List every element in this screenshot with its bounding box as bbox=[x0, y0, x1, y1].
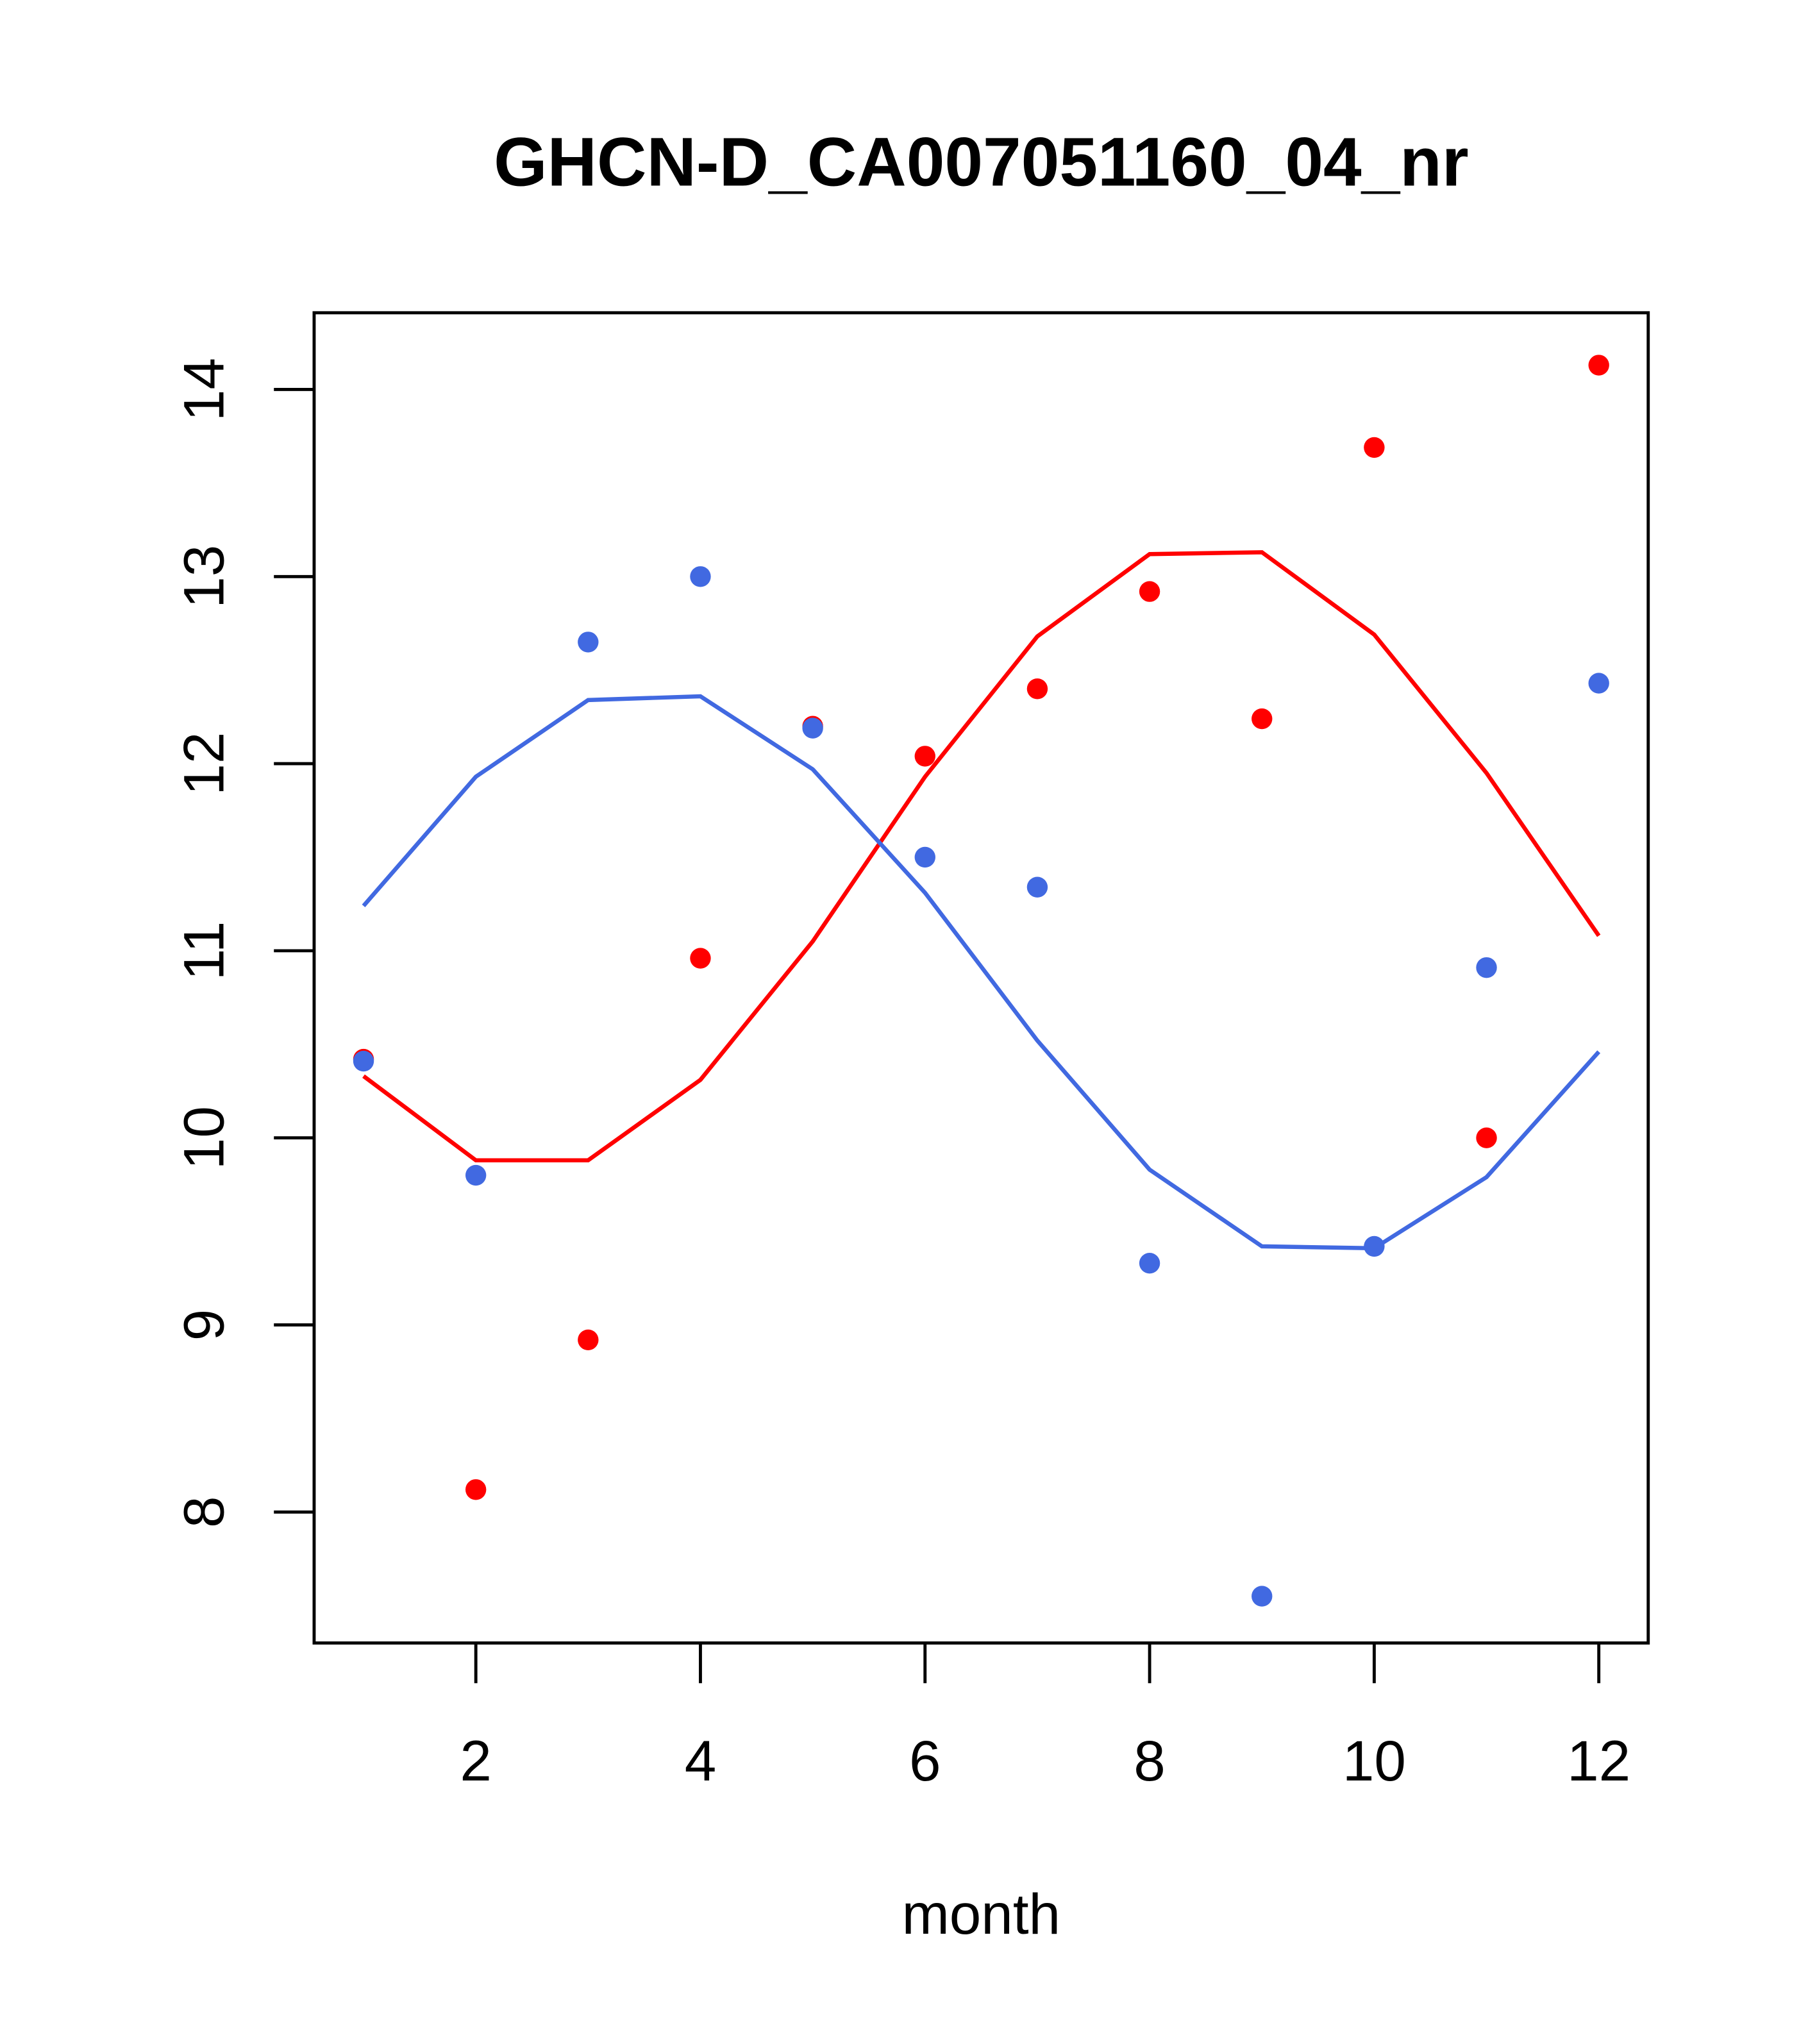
y-tick-label: 8 bbox=[171, 1496, 235, 1529]
data-point bbox=[690, 948, 711, 969]
data-point bbox=[1139, 581, 1160, 602]
data-point bbox=[802, 717, 823, 739]
data-point bbox=[1026, 678, 1048, 699]
data-point bbox=[914, 846, 935, 868]
series-line-2 bbox=[362, 550, 1601, 1162]
data-point bbox=[465, 1164, 487, 1186]
data-point bbox=[1588, 355, 1609, 376]
data-point bbox=[1252, 1586, 1273, 1607]
data-point bbox=[1588, 673, 1609, 694]
data-point bbox=[1364, 1236, 1385, 1257]
x-axis-label: month bbox=[902, 1882, 1061, 1946]
y-tick-label: 9 bbox=[171, 1309, 235, 1341]
data-point bbox=[1476, 1127, 1497, 1148]
plot-frame bbox=[312, 311, 1650, 1645]
data-point bbox=[1026, 876, 1048, 898]
x-tick-label: 10 bbox=[1343, 1729, 1406, 1793]
data-point bbox=[578, 1329, 599, 1351]
data-point bbox=[1364, 437, 1385, 458]
data-point bbox=[690, 566, 711, 587]
data-point bbox=[914, 746, 935, 767]
x-tick-label: 4 bbox=[685, 1729, 717, 1793]
series-line-3 bbox=[362, 694, 1601, 1251]
chart-title: GHCN-D_CA007051160_04_nr bbox=[494, 123, 1468, 200]
x-tick-label: 6 bbox=[909, 1729, 941, 1793]
x-tick-label: 12 bbox=[1567, 1729, 1630, 1793]
data-point bbox=[1252, 708, 1273, 730]
y-tick-label: 12 bbox=[171, 732, 235, 796]
data-point bbox=[1139, 1252, 1160, 1274]
x-tick-label: 8 bbox=[1134, 1729, 1166, 1793]
x-tick-label: 2 bbox=[460, 1729, 492, 1793]
data-point bbox=[353, 1050, 374, 1072]
data-point bbox=[465, 1479, 487, 1500]
y-tick-label: 10 bbox=[171, 1106, 235, 1169]
y-tick-label: 11 bbox=[171, 921, 235, 980]
data-point bbox=[1476, 957, 1497, 978]
y-tick-label: 13 bbox=[171, 545, 235, 608]
y-tick-label: 14 bbox=[171, 358, 235, 421]
data-point bbox=[578, 632, 599, 653]
